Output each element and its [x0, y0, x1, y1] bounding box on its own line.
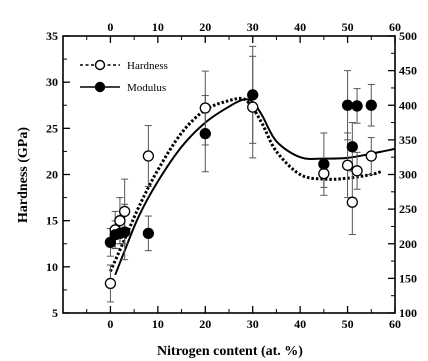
x-tick-label-top: 50 [342, 20, 354, 34]
y2-tick-label: 300 [399, 168, 417, 182]
plot-frame [62, 35, 396, 314]
x-tick-label-bottom: 20 [199, 317, 211, 331]
x-tick-label-bottom: 60 [389, 317, 401, 331]
legend-modulus-label: Modulus [127, 82, 166, 94]
hardness-data-point [318, 167, 330, 180]
fit-curves [109, 96, 396, 276]
y-tick-label: 20 [46, 168, 58, 182]
y2-tick-label: 350 [399, 133, 417, 147]
modulus-data-point [341, 99, 354, 111]
x-tick-label-top: 0 [107, 20, 113, 34]
legend: Hardness Modulus [80, 59, 168, 94]
y-tick-label: 35 [46, 29, 58, 43]
hardness-data-point [341, 159, 354, 171]
hardness-data-point [199, 102, 211, 114]
x-tick-label-bottom: 30 [247, 317, 259, 331]
legend-hardness-marker [94, 59, 106, 71]
x-tick-label-top: 30 [247, 20, 259, 34]
modulus-data-point [351, 100, 363, 112]
x-tick-label-top: 20 [199, 20, 211, 34]
y2-tick-label: 500 [399, 29, 417, 43]
y2-tick-label: 450 [399, 64, 417, 78]
hardness-data-point [365, 150, 377, 162]
modulus-data-point [318, 158, 330, 170]
hardness-data-point [351, 165, 363, 177]
hardness-data-point [114, 215, 126, 227]
x-tick-label-bottom: 10 [152, 317, 164, 331]
x-tick-label-top: 10 [152, 20, 164, 34]
hardness-data-point [142, 150, 155, 162]
x-tick-label-bottom: 40 [294, 317, 306, 331]
x-tick-label-top: 60 [389, 20, 401, 34]
modulus-data-point [199, 127, 211, 140]
y2-tick-label: 250 [399, 202, 417, 216]
x-axis-title: Nitrogen content (at. %) [157, 344, 303, 359]
axis-ticks [63, 35, 396, 314]
hardness-data-point [346, 196, 358, 208]
legend-hardness-label: Hardness [127, 60, 168, 72]
plot-area-border [62, 35, 396, 314]
x-tick-label-bottom: 50 [342, 317, 354, 331]
y2-tick-label: 100 [399, 306, 417, 320]
y2-tick-label: 400 [399, 98, 417, 112]
x-tick-label-top: 40 [294, 20, 306, 34]
hardness-fit-curve [109, 96, 382, 273]
hardness-data-point [247, 101, 259, 113]
y2-tick-label: 200 [399, 237, 417, 251]
y-tick-label: 15 [46, 214, 58, 228]
x-tick-label-bottom: 0 [107, 317, 113, 331]
legend-modulus-marker [94, 81, 106, 93]
modulus-data-point [142, 227, 155, 240]
axis-tick-labels: 0 0 10 10 20 20 30 30 40 40 50 50 60 60 5 10 15 20 25 30 35 1… [46, 20, 417, 331]
data-markers [104, 89, 377, 290]
modulus-fit-curve [114, 98, 396, 276]
y-tick-label: 30 [46, 75, 58, 89]
y-tick-label: 10 [46, 260, 58, 274]
modulus-data-point [346, 141, 358, 153]
y2-tick-label: 150 [399, 271, 417, 285]
modulus-data-point [247, 89, 259, 101]
y-tick-label: 25 [46, 121, 58, 135]
modulus-data-point [119, 226, 131, 238]
modulus-data-point [365, 99, 377, 111]
y-axis-title: Hardness (GPa) [16, 127, 31, 223]
hardness-data-point [119, 205, 131, 218]
y-tick-label: 5 [52, 306, 58, 320]
hardness-data-point [104, 277, 117, 290]
